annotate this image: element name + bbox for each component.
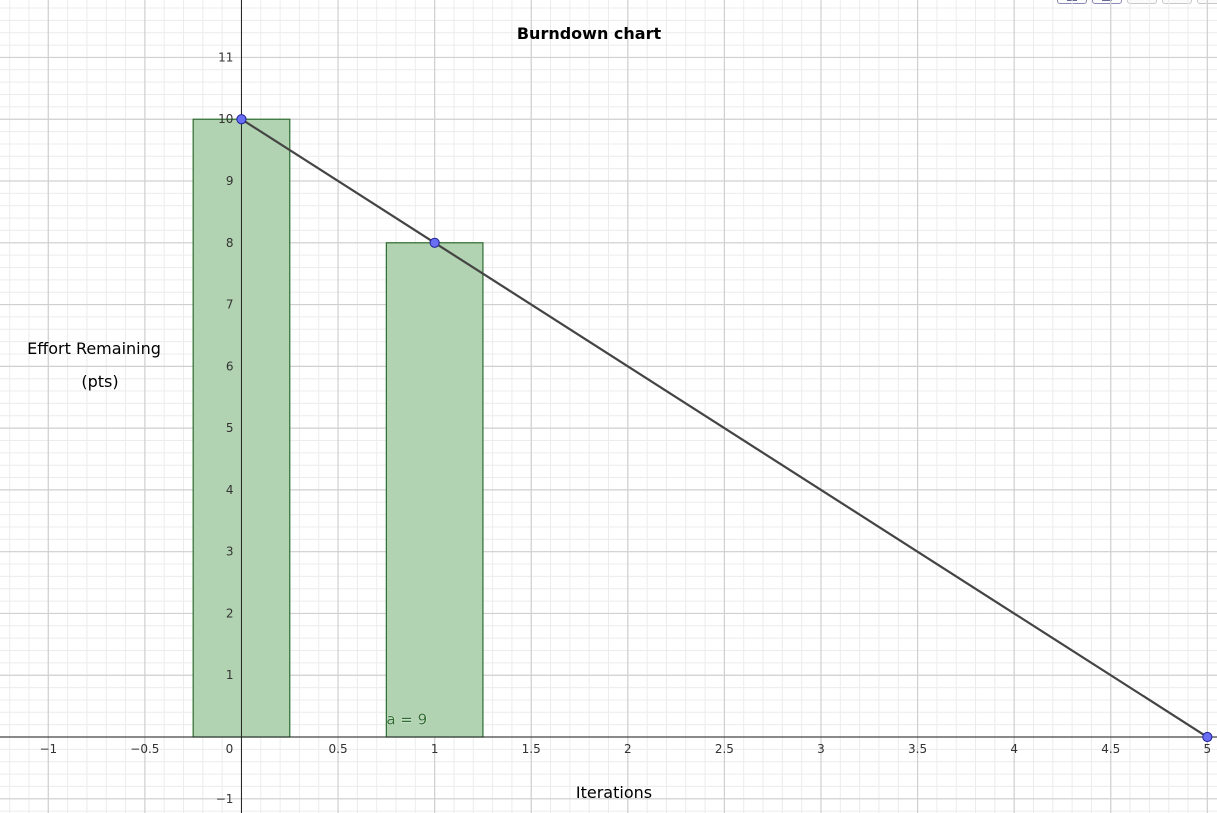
- y-tick-label: 10: [218, 112, 233, 126]
- x-tick-label: 4.5: [1101, 742, 1120, 756]
- data-point-2[interactable]: [1202, 731, 1213, 743]
- chart-title: Burndown chart: [517, 24, 662, 43]
- x-tick-label: 5: [1204, 742, 1212, 756]
- grid-tool-button[interactable]: [1092, 0, 1122, 4]
- x-tick-label: −1: [39, 742, 57, 756]
- x-tick-labels: −1 −0.5 0 0.5 1 1.5 2 2.5 3 3.5 4 4.5 5: [39, 742, 1211, 756]
- y-tick-label: 8: [226, 236, 234, 250]
- y-tick-labels: −1 1 2 3 4 5 6 7 8 9 10 11: [216, 50, 234, 805]
- x-tick-label: 0.5: [329, 742, 348, 756]
- y-axis-label-line-1: Effort Remaining: [27, 339, 161, 358]
- bar-1[interactable]: [385, 242, 484, 738]
- x-tick-label: 2.5: [715, 742, 734, 756]
- y-tick-label: 3: [226, 545, 234, 559]
- annotations: a = 9: [386, 710, 427, 729]
- slider-label[interactable]: a = 9: [386, 710, 427, 729]
- y-tick-label: 4: [226, 483, 234, 497]
- x-tick-label: 2: [624, 742, 632, 756]
- x-tick-label: 3.5: [908, 742, 927, 756]
- data-point-1[interactable]: [429, 237, 440, 248]
- y-tick-label: −1: [216, 792, 234, 806]
- toolbar-button-3[interactable]: [1127, 0, 1157, 4]
- y-tick-label: 2: [226, 606, 234, 620]
- y-tick-label: 9: [226, 174, 234, 188]
- y-tick-label: 11: [218, 50, 233, 64]
- y-tick-label: 5: [226, 421, 234, 435]
- x-tick-label: −0.5: [130, 742, 159, 756]
- x-tick-label: 1: [431, 742, 439, 756]
- grid-tool-icon: [1102, 0, 1112, 1]
- y-tick-label: 7: [226, 298, 234, 312]
- y-tick-label: 1: [226, 668, 234, 682]
- toolbar-button-4[interactable]: [1162, 0, 1192, 4]
- data-points: [236, 114, 1213, 743]
- y-axis-label-line-2: (pts): [81, 372, 118, 391]
- x-tick-label: 1.5: [522, 742, 541, 756]
- x-tick-label: 4: [1010, 742, 1018, 756]
- data-point-0[interactable]: [236, 114, 247, 125]
- x-tick-label: 0: [226, 742, 234, 756]
- y-tick-label: 6: [226, 359, 234, 373]
- x-axis-label: Iterations: [576, 783, 652, 802]
- x-tick-label: 3: [817, 742, 825, 756]
